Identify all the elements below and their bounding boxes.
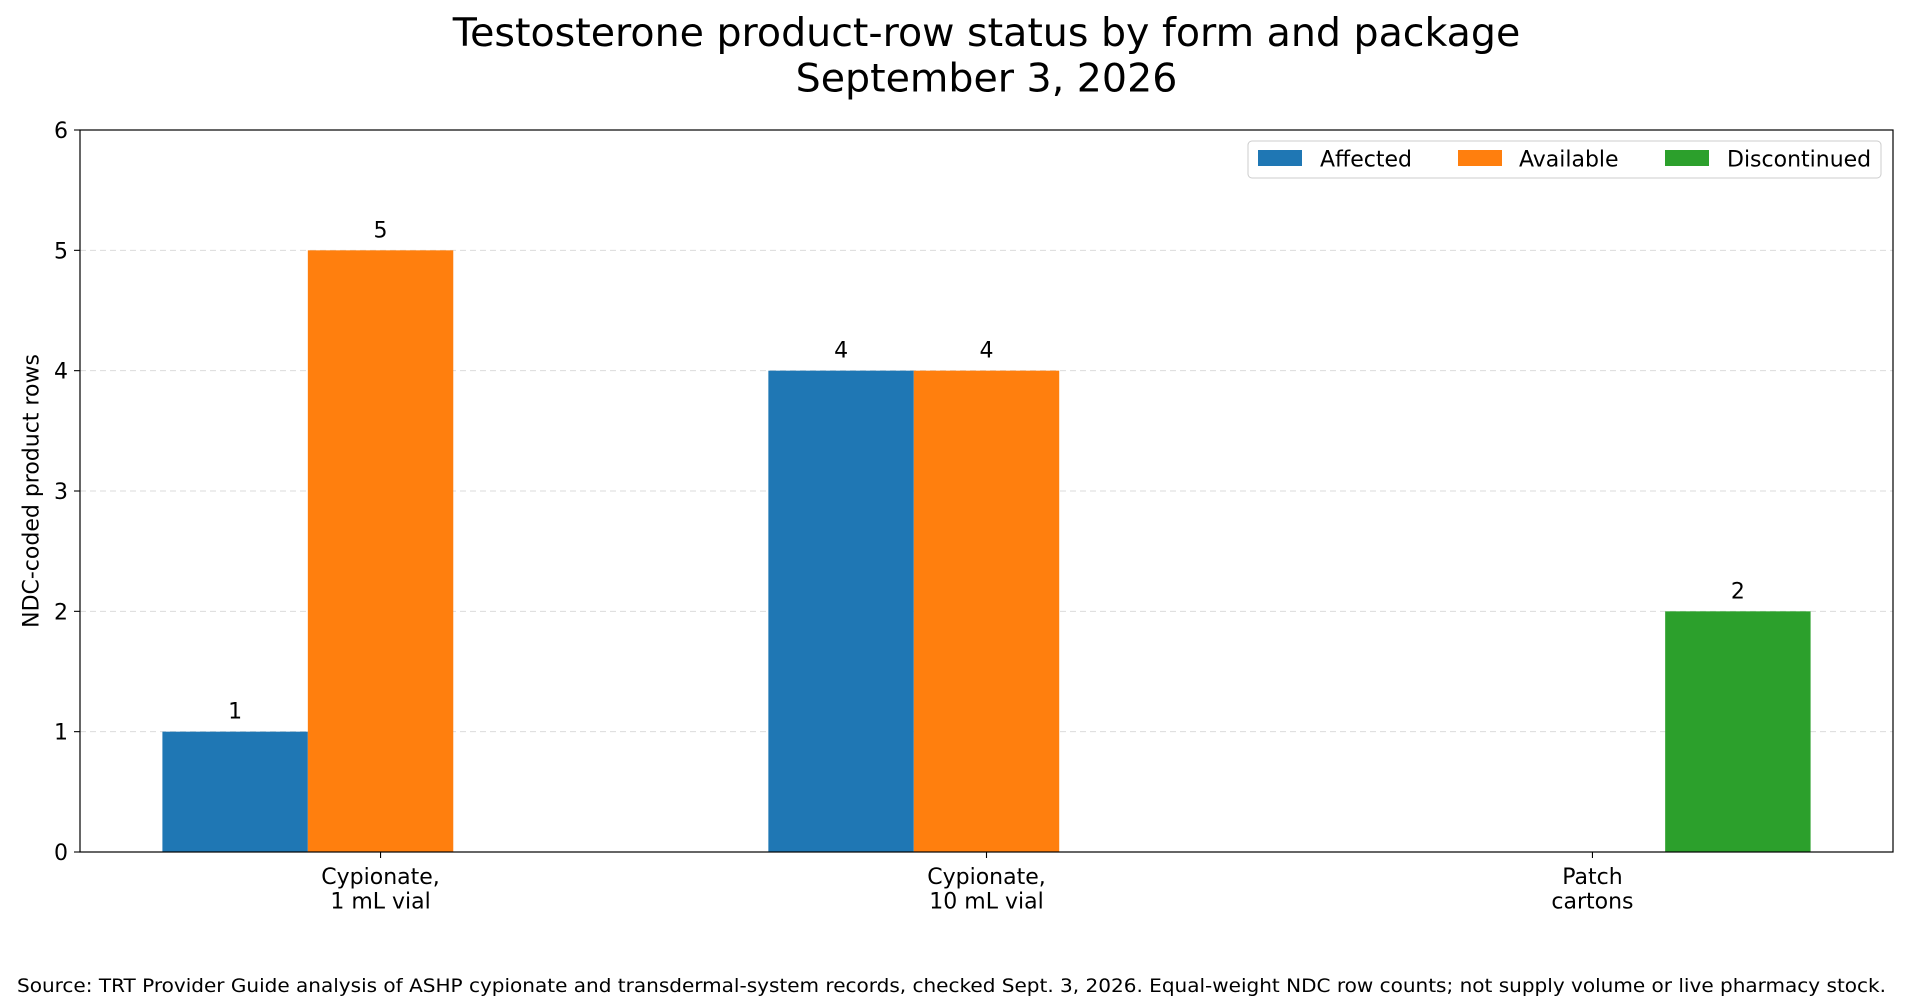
value-label-affected-1: 4: [834, 339, 848, 364]
y-tick-label-0: 0: [54, 841, 68, 866]
y-axis-label: NDC-coded product rows: [20, 354, 45, 628]
value-label-discontinued-2: 2: [1731, 579, 1745, 604]
chart-title: Testosterone product-row status by form …: [452, 10, 1521, 102]
x-tick-label-1: Cypionate, 10 mL vial: [927, 865, 1046, 915]
legend-swatch-discontinued: [1665, 150, 1709, 166]
legend-swatch-available: [1458, 150, 1502, 166]
bar-affected-1: [768, 370, 914, 852]
x-tick-label-2: Patch cartons: [1551, 865, 1633, 915]
bar-available-1: [913, 370, 1060, 852]
legend-box: [1247, 140, 1882, 179]
value-label-available-1: 4: [980, 339, 994, 364]
bars: [162, 250, 1811, 853]
legend-swatch-affected: [1258, 150, 1302, 166]
bar-discontinued-2: [1665, 611, 1811, 852]
x-tick-label-0: Cypionate, 1 mL vial: [321, 865, 440, 915]
y-tick-label-1: 1: [54, 721, 68, 746]
bar-affected-0: [162, 731, 308, 852]
y-tick-label-2: 2: [54, 600, 68, 625]
bar-available-0: [307, 250, 454, 853]
value-label-available-0: 5: [374, 218, 388, 243]
source-note: Source: TRT Provider Guide analysis of A…: [17, 976, 1886, 997]
legend-label-available: Available: [1519, 148, 1619, 173]
value-label-affected-0: 1: [228, 700, 242, 725]
legend-label-affected: Affected: [1320, 148, 1412, 173]
y-tick-label-3: 3: [54, 480, 68, 505]
y-tick-label-5: 5: [54, 239, 68, 264]
axes: 0 1 2 3 4 5 6 Cypionate, 1 mL vial Cypionate, 10 m…: [54, 119, 1634, 915]
y-tick-label-6: 6: [54, 119, 68, 144]
value-labels: 1 4 5 4 2: [228, 218, 1745, 724]
y-tick-label-4: 4: [54, 360, 68, 385]
legend: Affected Available Discontinued: [1247, 140, 1882, 179]
legend-label-discontinued: Discontinued: [1727, 148, 1871, 173]
